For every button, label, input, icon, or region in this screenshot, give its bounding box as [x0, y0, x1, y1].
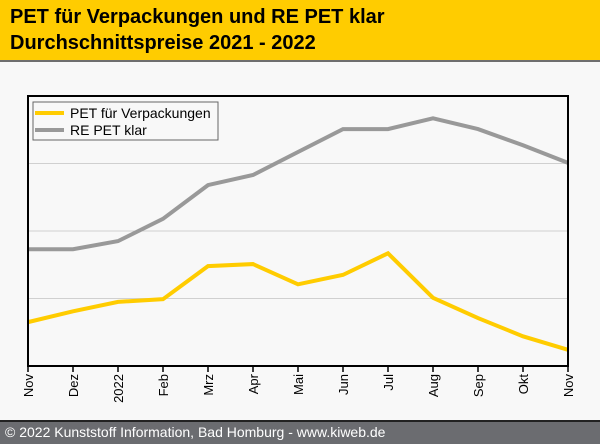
chart-subtitle: Durchschnittspreise 2021 - 2022	[10, 32, 316, 54]
legend-box	[32, 101, 219, 141]
line-chart: Nov Dez 2022 Feb Mrz Apr Mai Jun Jul Aug Sep Okt Nov…	[21, 95, 576, 403]
x-tick-label: Sep	[471, 374, 486, 397]
legend-label: RE PET klar	[70, 122, 147, 138]
footer: © 2022 Kunststoff Information, Bad Hombu…	[0, 420, 600, 444]
x-tick-label: Nov	[561, 374, 576, 398]
legend-label: PET für Verpackungen	[70, 105, 211, 121]
series-line-pet	[27, 250, 569, 352]
chart-header: PET für Verpackungen und RE PET klar Dur…	[0, 0, 600, 62]
x-tick-label: Jul	[381, 374, 396, 391]
x-tick-label: Apr	[246, 373, 261, 394]
x-tick-label: Aug	[426, 374, 441, 397]
x-tick-label: Feb	[156, 374, 171, 396]
chart-title: PET für Verpackungen und RE PET klar	[10, 6, 385, 28]
x-tick-label: Dez	[66, 374, 81, 397]
x-tick-label: Mrz	[201, 374, 216, 396]
x-tick-label: 2022	[111, 374, 126, 403]
x-tick-label: Jun	[336, 374, 351, 395]
x-tick-label: Okt	[516, 374, 531, 395]
x-tick-label: Mai	[291, 374, 306, 395]
copyright-text: © 2022 Kunststoff Information, Bad Hombu…	[5, 424, 386, 440]
x-tick-label: Nov	[21, 374, 36, 398]
